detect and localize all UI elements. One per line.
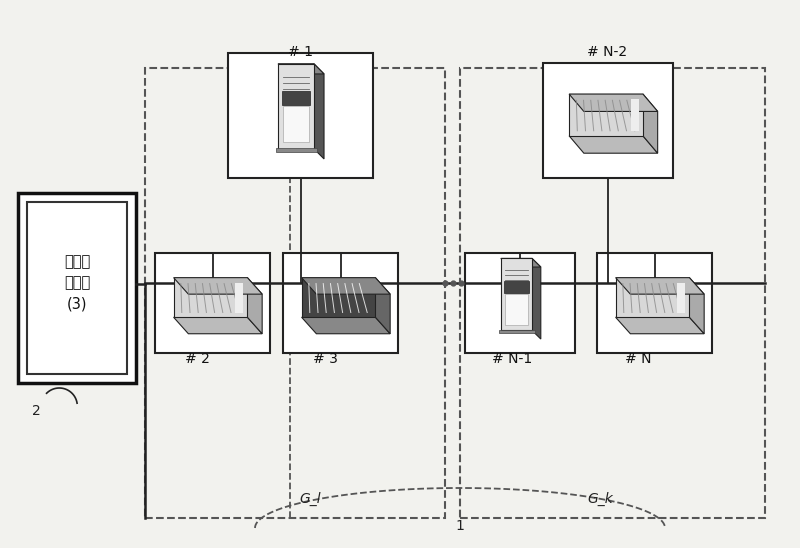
Polygon shape xyxy=(690,278,704,334)
Bar xyxy=(630,99,639,131)
Polygon shape xyxy=(247,278,262,334)
Bar xyxy=(145,68,445,518)
Bar xyxy=(276,148,317,152)
Polygon shape xyxy=(501,259,532,330)
Text: # 3: # 3 xyxy=(313,352,338,366)
Polygon shape xyxy=(501,259,541,267)
Polygon shape xyxy=(302,278,375,317)
Polygon shape xyxy=(302,317,390,334)
Text: G_l: G_l xyxy=(299,492,321,506)
Bar xyxy=(282,106,310,142)
Bar xyxy=(499,330,534,333)
Polygon shape xyxy=(532,259,541,339)
Text: 室外机
控制部
(3): 室外机 控制部 (3) xyxy=(64,254,90,311)
Bar xyxy=(465,253,575,353)
Text: # 2: # 2 xyxy=(185,352,210,366)
Text: G_k: G_k xyxy=(587,492,613,506)
Bar xyxy=(282,91,310,105)
Text: 1: 1 xyxy=(455,519,465,533)
Polygon shape xyxy=(616,278,704,294)
Bar xyxy=(283,253,398,353)
Polygon shape xyxy=(643,94,658,153)
Polygon shape xyxy=(174,278,262,294)
Polygon shape xyxy=(616,317,704,334)
Text: # N-2: # N-2 xyxy=(587,45,627,59)
Polygon shape xyxy=(569,94,658,111)
Bar xyxy=(505,294,528,324)
Polygon shape xyxy=(278,64,314,149)
Polygon shape xyxy=(302,278,390,294)
Polygon shape xyxy=(174,278,247,317)
Bar xyxy=(18,193,136,383)
Text: # N: # N xyxy=(625,352,651,366)
Text: # N-1: # N-1 xyxy=(492,352,532,366)
Bar xyxy=(155,253,270,353)
Polygon shape xyxy=(569,94,643,136)
Polygon shape xyxy=(278,64,324,74)
Bar xyxy=(504,282,529,293)
Bar xyxy=(460,68,765,518)
Bar xyxy=(228,53,373,178)
Text: 2: 2 xyxy=(32,404,41,418)
Bar xyxy=(27,202,127,374)
Polygon shape xyxy=(616,278,690,317)
Text: # 1: # 1 xyxy=(287,45,313,59)
Polygon shape xyxy=(375,278,390,334)
Bar xyxy=(235,283,243,313)
Polygon shape xyxy=(569,136,658,153)
Bar xyxy=(677,283,686,313)
Bar xyxy=(597,253,712,353)
Polygon shape xyxy=(314,64,324,159)
Bar xyxy=(543,63,673,178)
Polygon shape xyxy=(174,317,262,334)
